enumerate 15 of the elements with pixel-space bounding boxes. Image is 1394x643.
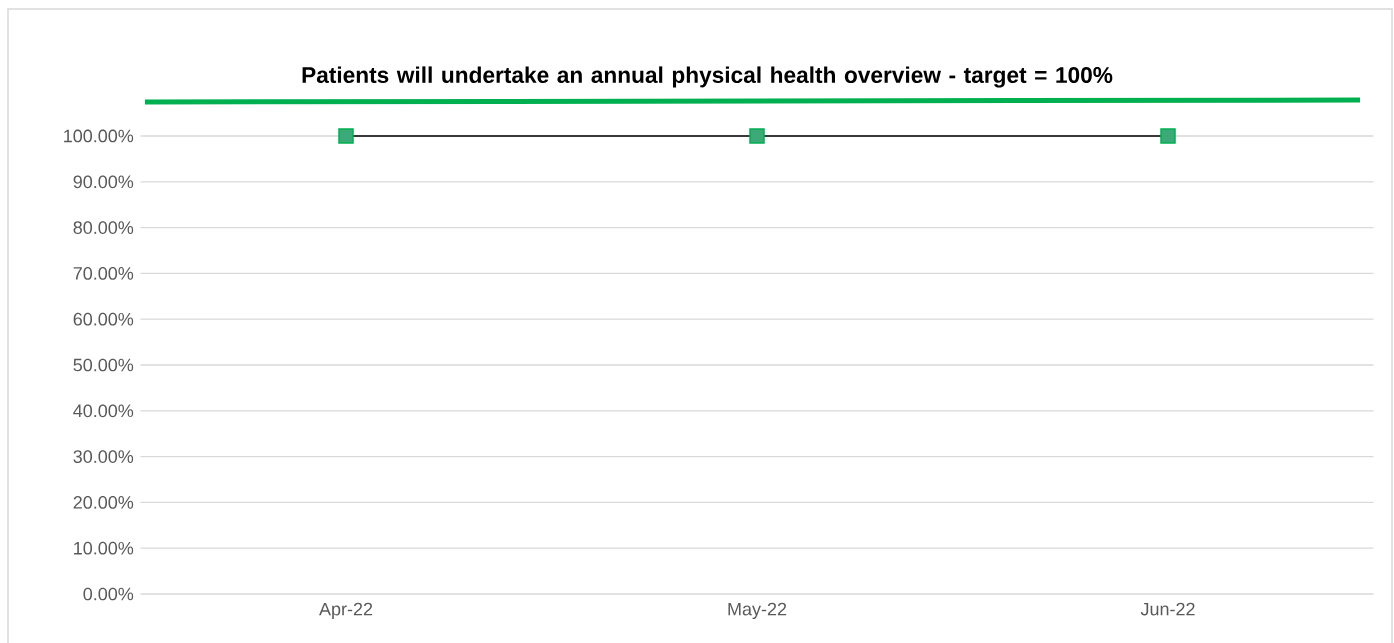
y-tick-label: 10.00%	[74, 541, 134, 555]
y-tick-label: 80.00%	[73, 221, 134, 234]
y-tick-label: 40.00%	[73, 404, 134, 418]
chart-title: Patients will undertake an annual physical health overview - target = 100%	[302, 66, 1113, 88]
x-tick-label: Apr-22	[319, 602, 373, 620]
y-tick-label: 20.00%	[73, 496, 134, 509]
y-tick-label: 50.00%	[73, 358, 134, 372]
x-tick-label: May-22	[728, 602, 787, 620]
y-tick-label: 30.00%	[73, 450, 134, 463]
y-tick-label: 100.00%	[64, 129, 134, 143]
y-tick-label: 90.00%	[73, 175, 134, 189]
y-tick-label: 70.00%	[73, 267, 134, 280]
y-tick-label: 0.00%	[83, 587, 134, 601]
y-tick-label: 60.00%	[73, 312, 134, 326]
x-tick-label: Jun-22	[1140, 602, 1195, 616]
